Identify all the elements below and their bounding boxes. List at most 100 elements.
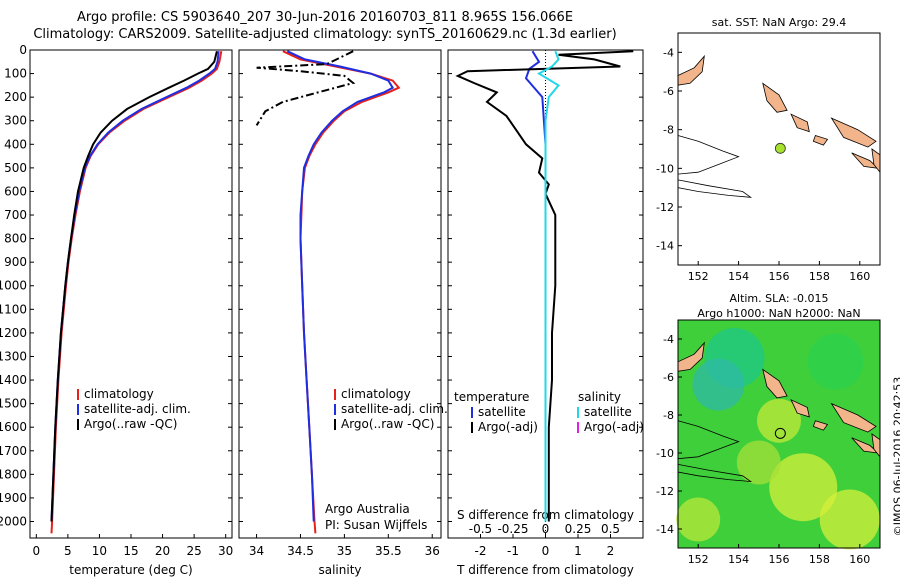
y-tick-label: 1800 — [0, 467, 27, 481]
x-tick-label: 160 — [849, 553, 870, 566]
temperature-panel: 0 5 10 15 20 25 30 temperature (deg C) 0 100 200 30… — [0, 43, 233, 577]
y-tick-label: 300 — [4, 114, 27, 128]
x-tick-label: -2 — [475, 544, 487, 558]
legend-label: Argo(-adj) — [478, 420, 538, 434]
heatmap-cell — [736, 440, 781, 485]
float-position-marker — [774, 427, 786, 439]
x-tick-label: 152 — [688, 553, 709, 566]
heatmap-cell — [769, 453, 838, 522]
y-tick-label: 900 — [4, 255, 27, 269]
legend-label: satellite-adj. clim. — [341, 402, 448, 416]
x-tick-label: 2 — [607, 544, 615, 558]
x-tick-label: 34 — [249, 544, 264, 558]
y-tick-label: 500 — [4, 161, 27, 175]
x-axis-label: salinity — [318, 563, 361, 577]
y-tick-label: 700 — [4, 208, 27, 222]
y-tick-label: 1400 — [0, 373, 27, 387]
y-tick-label: -14 — [656, 523, 674, 536]
island-shape — [830, 402, 877, 433]
plot-frame — [29, 49, 233, 539]
x-tick-label: 34.5 — [287, 544, 314, 558]
y-tick-label: -8 — [663, 409, 674, 422]
y-tick-label: -8 — [663, 124, 674, 137]
s-tick-label: -0.5 — [469, 522, 492, 536]
y-tick-label: 200 — [4, 90, 27, 104]
island-shape — [812, 135, 829, 146]
series-line-s-satellite — [536, 50, 561, 522]
x-tick-label: 30 — [218, 544, 233, 558]
y-tick-label: 2000 — [0, 514, 27, 528]
y-tick-label: -4 — [663, 333, 674, 346]
map-title: Argo h1000: NaN h2000: NaN — [697, 307, 860, 320]
x-tick-label: 152 — [688, 270, 709, 283]
x-tick-label: 158 — [809, 553, 830, 566]
y-tick-label: 1500 — [0, 397, 27, 411]
annotation-text: Argo Australia — [325, 502, 410, 516]
x-tick-label: 25 — [186, 544, 201, 558]
y-tick-label: 100 — [4, 67, 27, 81]
heatmap-cell — [692, 358, 745, 411]
figure-title-line1: Argo profile: CS 5903640_207 30-Jun-2016… — [76, 10, 574, 25]
y-tick-label: 400 — [4, 137, 27, 151]
x-tick-label: 158 — [809, 270, 830, 283]
legend-label: climatology — [84, 387, 154, 401]
y-tick-label: 600 — [4, 184, 27, 198]
map-title: Altim. SLA: -0.015 — [729, 292, 828, 305]
island-shape — [762, 368, 788, 399]
s-tick-label: 0.25 — [565, 522, 592, 536]
s-tick-label: 0.5 — [601, 522, 620, 536]
coastline-shape — [677, 463, 753, 483]
y-tick-label: 1600 — [0, 420, 27, 434]
difference-panel: -2 -1 0 1 2 T difference from climatology -0.5… — [447, 49, 644, 577]
island-shape — [812, 420, 829, 431]
map-title: sat. SST: NaN Argo: 29.4 — [712, 16, 846, 29]
x-tick-label: 20 — [155, 544, 170, 558]
legend-label: Argo(..raw -QC) — [84, 417, 177, 431]
plot-frame — [238, 49, 442, 539]
legend-label: Argo(..raw -QC) — [341, 417, 434, 431]
x-tick-label: 154 — [728, 270, 749, 283]
y-tick-label: -6 — [663, 85, 674, 98]
x-tick-label: 5 — [64, 544, 72, 558]
x-tick-label: -1 — [507, 544, 519, 558]
sla-map-panel: Altim. SLA: -0.015 Argo h1000: NaN h2000:… — [656, 292, 881, 566]
figure-title-line2: Climatology: CARS2009. Satellite-adjuste… — [33, 27, 617, 42]
series-line-t-argo-adj- — [455, 50, 634, 522]
legend-label: satellite-adj. clim. — [84, 402, 191, 416]
coastline-shape — [677, 420, 740, 460]
y-tick-label: -10 — [656, 162, 674, 175]
legend-heading: temperature — [454, 390, 529, 404]
x-tick-label: 160 — [849, 270, 870, 283]
annotation-text: PI: Susan Wijffels — [325, 518, 427, 532]
legend-label: satellite — [584, 405, 632, 419]
y-tick-label: 1300 — [0, 349, 27, 363]
s-tick-label: 0 — [542, 522, 550, 536]
x-tick-label: 35.5 — [375, 544, 402, 558]
series-line-argo-raw-qc- — [255, 50, 356, 126]
x-tick-label: 156 — [769, 270, 790, 283]
salinity-panel: 34 34.5 35 35.5 36 salinity climatologysatelli… — [238, 49, 448, 577]
island-shape — [790, 113, 810, 133]
legend-label: Argo(-adj) — [584, 420, 644, 434]
heatmap-cell — [807, 333, 864, 390]
x-tick-label: 35 — [337, 544, 352, 558]
legend-heading: salinity — [578, 390, 621, 404]
y-tick-label: -6 — [663, 371, 674, 384]
x-tick-label: 10 — [92, 544, 107, 558]
heatmap-cell — [819, 489, 880, 550]
y-tick-label: 1200 — [0, 326, 27, 340]
y-tick-label: 0 — [19, 43, 27, 57]
y-tick-label: -12 — [656, 201, 674, 214]
y-tick-label: -4 — [663, 46, 674, 59]
legend-label: satellite — [478, 405, 526, 419]
coastline-shape — [677, 134, 740, 175]
y-tick-label: 1900 — [0, 491, 27, 505]
x-tick-label: 1 — [574, 544, 582, 558]
s-tick-label: -0.25 — [497, 522, 528, 536]
x-tick-label: 0 — [32, 544, 40, 558]
float-position-marker — [774, 142, 786, 154]
y-tick-label: -12 — [656, 485, 674, 498]
x-tick-label: 36 — [425, 544, 440, 558]
x-tick-label: 156 — [769, 553, 790, 566]
x-axis-label: temperature (deg C) — [69, 563, 192, 577]
